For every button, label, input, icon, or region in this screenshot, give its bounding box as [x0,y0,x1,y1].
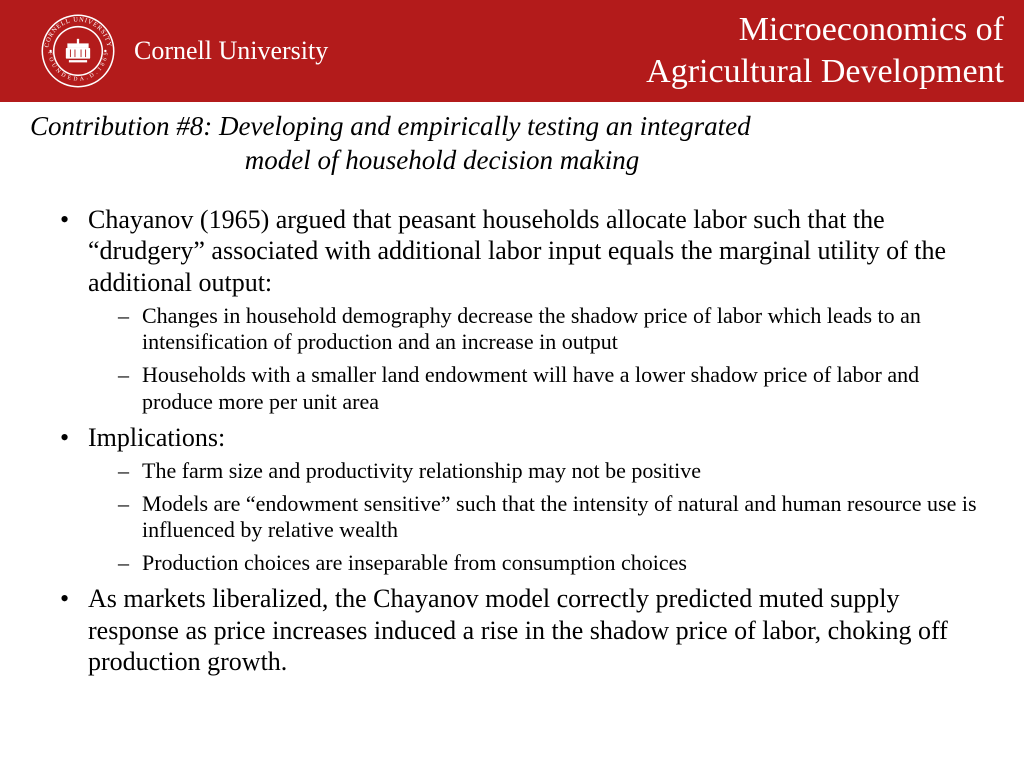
list-item: Models are “endowment sensitive” such th… [118,491,994,545]
sub-text: The farm size and productivity relations… [142,458,701,483]
sub-text: Changes in household demography decrease… [142,303,921,355]
list-item: Households with a smaller land endowment… [118,362,994,416]
sub-text: Models are “endowment sensitive” such th… [142,491,977,543]
list-item: Changes in household demography decrease… [118,303,994,357]
course-title-line1: Microeconomics of [739,11,1004,48]
slide-subtitle: Contribution #8: Developing and empirica… [30,110,994,178]
sub-list: The farm size and productivity relations… [88,458,994,577]
sub-text: Households with a smaller land endowment… [142,362,919,414]
list-item: Production choices are inseparable from … [118,550,994,577]
logo-block: CORNELL UNIVERSITY F O U N D E D A . D .… [40,13,328,89]
slide-header: CORNELL UNIVERSITY F O U N D E D A . D .… [0,0,1024,102]
bullet-text: Implications: [88,423,225,452]
university-seal-icon: CORNELL UNIVERSITY F O U N D E D A . D .… [40,13,116,89]
subtitle-line1: Contribution #8: Developing and empirica… [30,111,751,141]
list-item: The farm size and productivity relations… [118,458,994,485]
bullet-text: Chayanov (1965) argued that peasant hous… [88,205,946,297]
list-item: Implications: The farm size and producti… [60,422,994,577]
subtitle-line2: model of household decision making [30,144,994,178]
slide-content: Contribution #8: Developing and empirica… [0,102,1024,678]
list-item: Chayanov (1965) argued that peasant hous… [60,204,994,416]
course-title-line2: Agricultural Development [646,53,1004,90]
sub-list: Changes in household demography decrease… [88,303,994,416]
university-name: Cornell University [134,36,328,66]
course-title: Microeconomics of Agricultural Developme… [328,9,1004,94]
sub-text: Production choices are inseparable from … [142,550,687,575]
bullet-text: As markets liberalized, the Chayanov mod… [88,584,948,676]
list-item: As markets liberalized, the Chayanov mod… [60,583,994,678]
bullet-list: Chayanov (1965) argued that peasant hous… [30,204,994,679]
